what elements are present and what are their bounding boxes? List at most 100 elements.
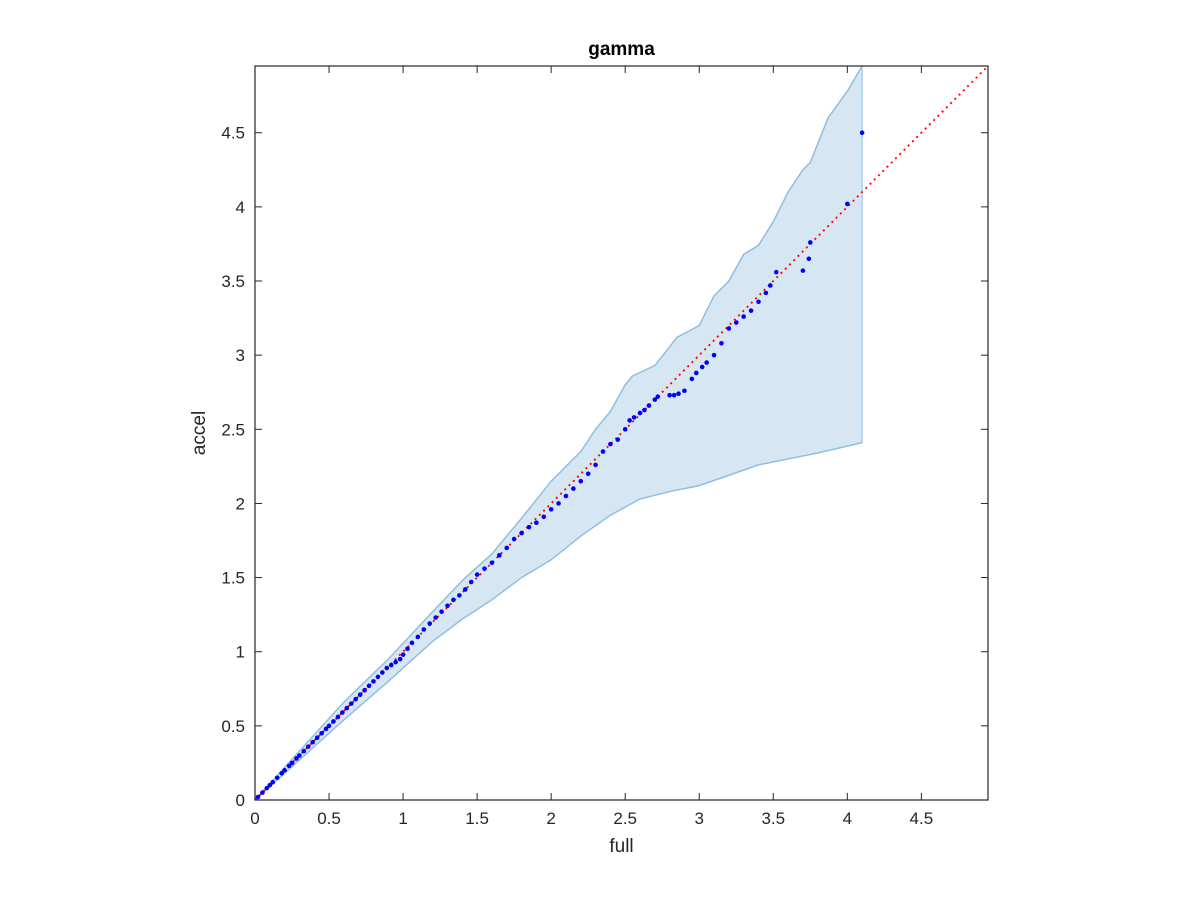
data-point [655,394,661,399]
data-point [773,269,779,275]
x-tick-label: 1 [398,809,407,828]
y-tick-label: 1.5 [221,569,245,588]
y-tick-label: 4 [236,198,245,217]
data-point [800,268,806,273]
data-point [646,403,652,408]
data-point [375,674,381,680]
data-point [719,340,724,346]
confidence-band-upper-edge [254,65,863,801]
data-point [319,730,324,736]
data-point [806,256,812,262]
data-point [489,560,495,566]
y-tick-label: 2.5 [221,420,245,439]
data-point [534,520,539,526]
data-point [323,726,329,732]
data-point [768,283,773,288]
data-point [344,705,350,711]
data-point [388,662,394,668]
data-point [405,646,410,652]
data-point [267,782,273,788]
data-point [331,719,336,724]
data-point [622,426,628,432]
data-point [511,536,517,542]
data-point [255,794,261,800]
data-point [451,597,456,603]
data-point [631,415,637,420]
data-point [859,130,865,136]
data-point [362,687,367,693]
data-point [504,545,510,551]
data-point [371,679,376,684]
data-point [282,768,287,773]
data-point [427,621,433,626]
data-point [474,572,480,577]
data-point [627,418,632,423]
y-tick-label: 0.5 [221,717,245,736]
data-point [808,240,813,245]
data-point [756,299,761,305]
x-tick-label: 1.5 [465,809,489,828]
x-tick-label: 0 [250,809,259,828]
data-point [726,326,732,331]
confidence-band-fill [255,66,863,800]
data-point [642,407,647,413]
data-point [289,760,295,766]
reference-line [254,65,989,801]
data-point [733,320,739,325]
data-point [563,493,569,499]
data-point [294,756,299,761]
data-point [297,753,302,758]
x-tick-label: 4.5 [910,809,934,828]
y-tick-label: 1 [236,643,245,662]
data-point [393,659,398,665]
data-point [415,634,421,640]
data-point [667,392,672,398]
data-point [497,553,502,558]
x-tick-label: 4 [843,809,852,828]
y-tick-label: 4.5 [221,124,245,143]
x-tick-label: 2.5 [613,809,637,828]
x-tick-label: 3.5 [761,809,785,828]
data-point [301,748,307,754]
data-point [409,640,415,646]
y-tick-label: 2 [236,494,245,513]
data-point [353,696,358,702]
y-tick-label: 3 [236,346,245,365]
x-tick-label: 3 [695,809,704,828]
data-point [468,579,474,585]
data-point [593,462,598,468]
data-point [693,370,699,376]
data-point [741,314,746,319]
data-point [845,201,850,207]
data-point [310,739,316,745]
data-point [457,593,462,598]
data-point [711,352,717,358]
data-point [482,566,487,571]
data-point [357,692,363,698]
data-point [439,609,444,614]
data-point [608,441,613,447]
data-point [340,710,345,715]
data-point [699,364,705,370]
y-axis-label: accel [189,411,210,455]
y-tick-label: 0 [236,791,245,810]
data-point [578,478,584,484]
data-point [671,392,677,398]
data-point [366,683,372,689]
data-point [314,735,320,741]
axes-box [254,65,989,801]
chart-title: gamma [588,39,655,60]
confidence-band-lower-edge [254,441,863,801]
data-point [397,656,403,662]
data-point [548,507,554,512]
data-point [571,486,576,491]
data-point [433,615,438,620]
data-point [682,388,687,394]
data-point [279,771,284,776]
data-point [421,627,427,632]
data-point [704,360,709,365]
data-point [526,524,532,530]
data-point [689,376,695,382]
data-point [676,391,681,397]
